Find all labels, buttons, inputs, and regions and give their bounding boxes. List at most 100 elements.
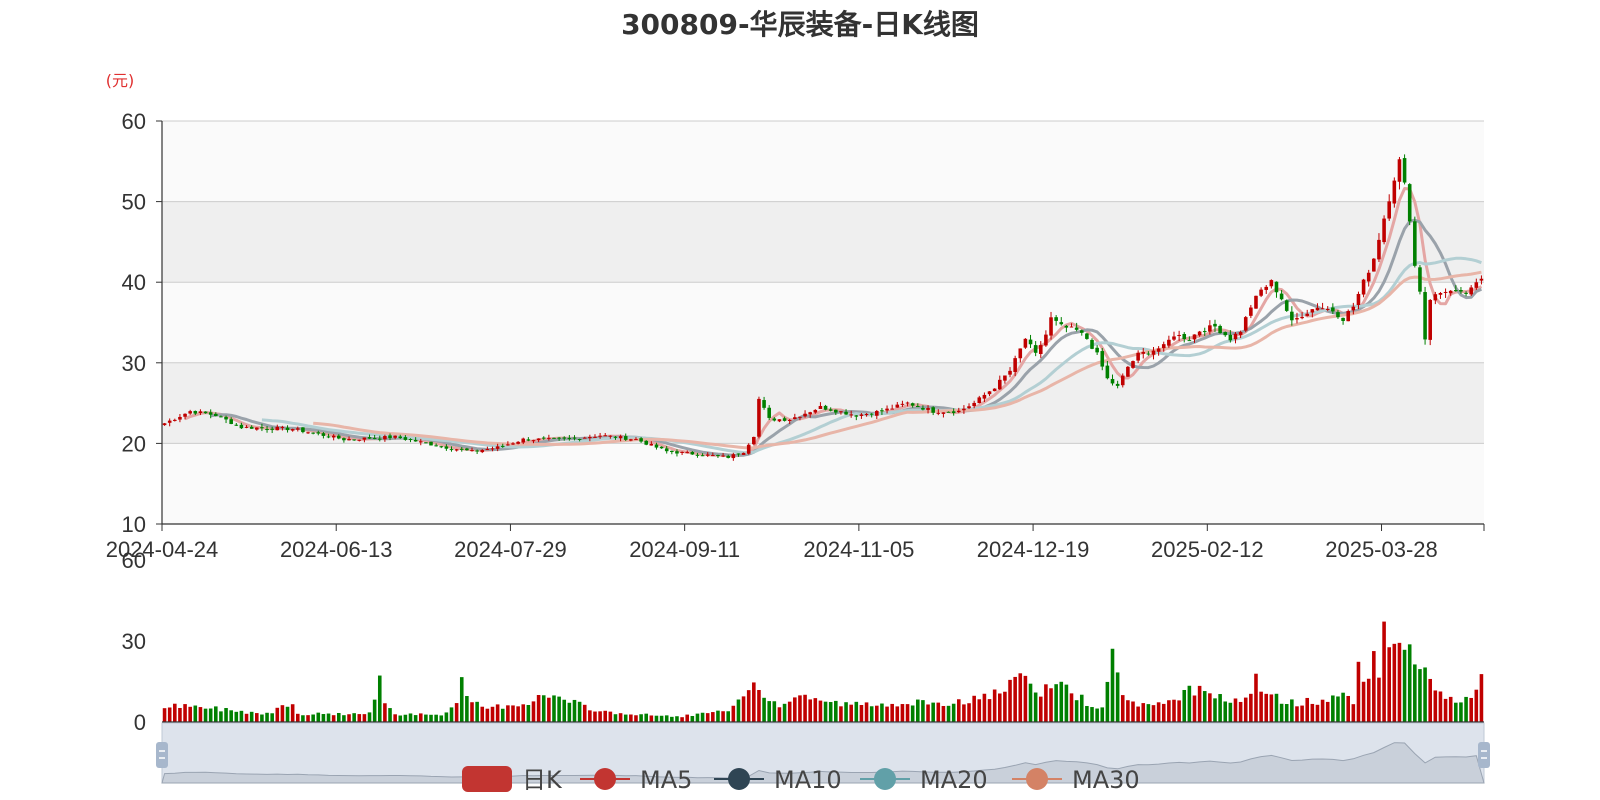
candle-body: [1141, 352, 1146, 354]
slider-right-handle[interactable]: [1478, 742, 1490, 768]
volume-bar: [567, 702, 572, 722]
volume-bar: [613, 714, 618, 722]
volume-bar: [885, 706, 889, 722]
candle-body: [603, 435, 608, 437]
candle-body: [726, 455, 730, 458]
volume-bar: [429, 714, 433, 722]
candle-body: [1182, 334, 1187, 340]
volume-bar: [700, 712, 705, 722]
candle-body: [1156, 348, 1161, 352]
candle-body: [470, 450, 474, 452]
candle-body: [500, 445, 505, 447]
volume-bar: [875, 705, 879, 722]
candle-body: [680, 451, 684, 453]
candle-body: [639, 438, 643, 442]
volume-bar: [839, 706, 843, 722]
volume-bar: [342, 715, 346, 722]
candle-body: [1192, 334, 1197, 340]
volume-bar: [490, 706, 495, 722]
candle-body: [926, 408, 930, 410]
volume-bar: [1131, 701, 1135, 722]
candle-body: [203, 411, 208, 414]
candle-body: [992, 388, 997, 392]
legend-label: MA10: [774, 766, 842, 794]
legend-item-ma30[interactable]: MA30: [1012, 766, 1140, 794]
volume-bar: [198, 707, 203, 722]
legend-item-daily-k[interactable]: 日K: [462, 766, 563, 794]
volume-bar: [1110, 648, 1115, 722]
candle-body: [506, 444, 510, 446]
volume-bar: [1044, 684, 1048, 722]
volume-bar: [1008, 679, 1012, 722]
candle-body: [577, 439, 582, 441]
legend-item-ma20[interactable]: MA20: [860, 766, 988, 794]
volume-bar: [1208, 693, 1212, 722]
candle-body: [162, 423, 167, 426]
candle-body: [941, 412, 946, 414]
candle-body: [321, 433, 326, 436]
volume-panel: 0 30 60: [122, 548, 1484, 735]
candle-body: [1064, 325, 1069, 328]
volume-bar: [680, 717, 684, 722]
candle-body: [572, 437, 577, 439]
volume-bar: [1443, 698, 1448, 722]
volume-bar: [444, 712, 449, 722]
legend-item-ma10[interactable]: MA10: [714, 766, 842, 794]
candle-body: [670, 450, 674, 453]
volume-bar: [705, 713, 710, 722]
volume-bar: [972, 695, 976, 722]
candle-body: [649, 443, 654, 446]
volume-bar: [536, 695, 541, 722]
slider-left-handle[interactable]: [156, 742, 168, 768]
candle-body: [352, 439, 356, 441]
candle-body: [275, 426, 280, 431]
volume-bar: [834, 700, 838, 722]
volume-bar: [1315, 704, 1320, 722]
volume-bar: [1095, 708, 1099, 722]
volume-bar: [424, 714, 428, 722]
volume-bar: [869, 706, 874, 722]
candle-body: [1023, 338, 1028, 348]
candle-body: [490, 448, 495, 450]
candle-body: [1202, 331, 1207, 333]
volume-bar: [1366, 678, 1371, 722]
volume-bar: [321, 714, 326, 722]
volume-bar: [1238, 701, 1243, 722]
candle-body: [1100, 351, 1105, 367]
candle-body: [219, 416, 223, 418]
candle-body: [485, 449, 490, 451]
candle-body: [1028, 339, 1033, 345]
price-ytick-label: 50: [122, 190, 146, 215]
legend[interactable]: 日K MA5 MA10 MA20 MA30: [462, 766, 1140, 794]
candle-body: [1213, 323, 1217, 327]
candle-body: [1300, 316, 1304, 319]
candle-body: [531, 440, 536, 442]
volume-bar: [1418, 669, 1422, 722]
legend-label: MA5: [640, 766, 692, 794]
candle-body: [1008, 370, 1012, 375]
candle-body: [1346, 311, 1351, 322]
candle-body: [280, 426, 285, 428]
candle-body: [454, 449, 459, 451]
volume-bar: [593, 711, 597, 722]
volume-bar: [588, 710, 592, 722]
volume-bar: [1141, 703, 1146, 722]
data-zoom-slider[interactable]: [156, 722, 1490, 784]
candle-body: [644, 440, 649, 445]
volume-bar: [1433, 690, 1438, 722]
volume-bar: [1474, 689, 1479, 722]
candle-body: [429, 441, 433, 446]
volume-bar: [639, 714, 643, 722]
candle-body: [1464, 292, 1468, 294]
candle-body: [1038, 345, 1043, 354]
volume-bar: [670, 716, 674, 722]
legend-item-ma5[interactable]: MA5: [580, 766, 692, 794]
volume-bar: [1382, 621, 1386, 722]
volume-bar: [1243, 697, 1248, 722]
candle-body: [1085, 333, 1089, 339]
candle-body: [495, 446, 500, 449]
candle-body: [844, 411, 848, 415]
price-unit-label: (元): [106, 71, 135, 90]
volume-bar: [1033, 692, 1038, 722]
